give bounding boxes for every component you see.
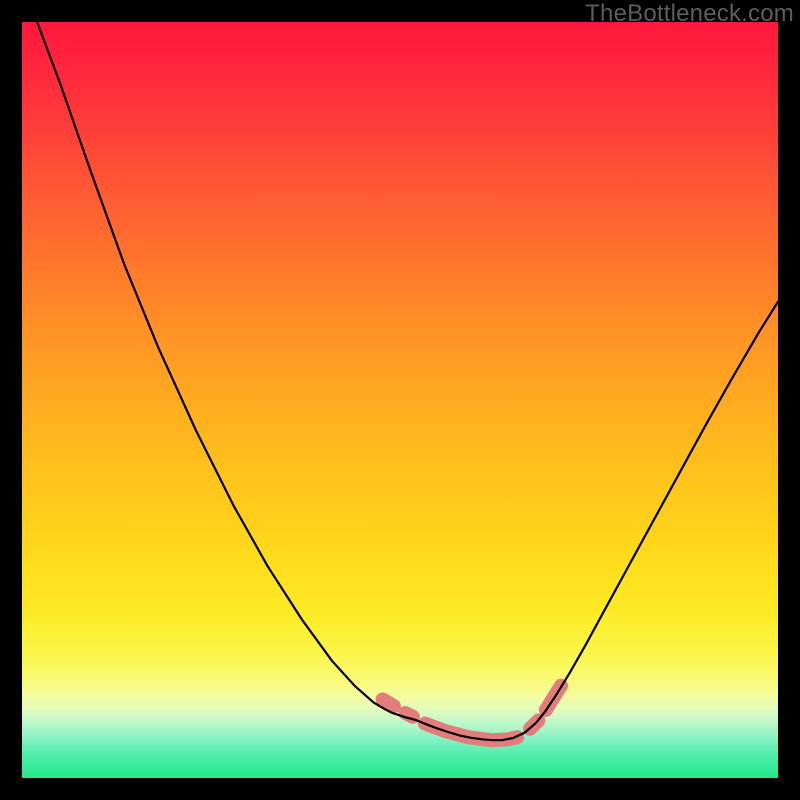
frame-right xyxy=(778,0,800,800)
highlight-segment-1 xyxy=(405,713,413,717)
highlight-segment-0 xyxy=(383,699,394,706)
frame-bottom xyxy=(0,778,800,800)
frame-top xyxy=(0,0,800,22)
frame-left xyxy=(0,0,22,800)
plot-svg xyxy=(22,22,778,778)
gradient-background xyxy=(22,22,778,778)
figure-root: TheBottleneck.com xyxy=(0,0,800,800)
plot-area xyxy=(22,22,778,778)
